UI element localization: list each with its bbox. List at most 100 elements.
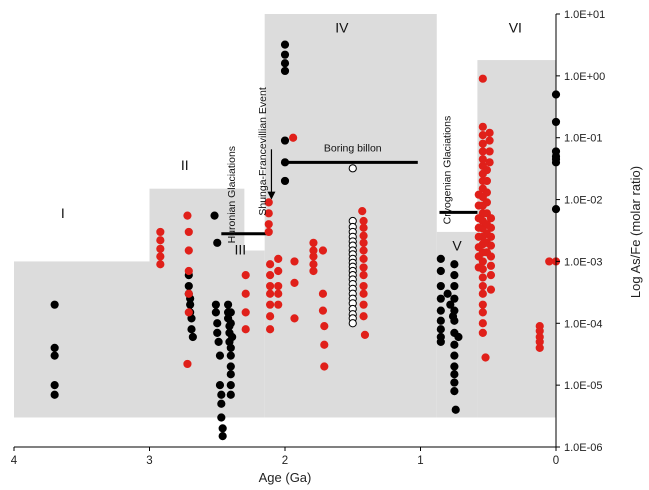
- red-data-point: [478, 300, 487, 309]
- red-data-point: [359, 263, 368, 272]
- y-tick-label: 1.0E+01: [564, 9, 605, 21]
- shaded-regions: [14, 14, 556, 418]
- black-data-point: [450, 316, 459, 325]
- red-data-point: [474, 223, 483, 232]
- black-data-point: [451, 405, 460, 414]
- stage-label: VI: [509, 20, 522, 36]
- red-data-point: [274, 300, 283, 309]
- black-data-point: [450, 362, 459, 371]
- red-data-point: [274, 266, 283, 276]
- red-data-point: [359, 312, 368, 321]
- red-data-point: [183, 359, 192, 369]
- black-data-point: [450, 281, 459, 291]
- black-data-point: [226, 343, 235, 353]
- red-data-point: [318, 246, 328, 255]
- event-arrow: [267, 149, 276, 200]
- black-data-point: [280, 136, 290, 145]
- x-tick-label: 1: [417, 455, 423, 467]
- red-data-point: [241, 308, 250, 317]
- stage-label: II: [181, 157, 189, 173]
- black-data-point: [186, 300, 195, 309]
- red-data-point: [474, 263, 483, 272]
- red-data-point: [184, 289, 193, 298]
- black-data-point: [436, 337, 445, 347]
- black-data-point: [436, 266, 445, 276]
- red-data-point: [290, 278, 299, 287]
- red-data-point: [485, 128, 494, 137]
- red-data-point: [359, 254, 368, 263]
- red-data-point: [320, 322, 329, 331]
- red-data-point: [309, 238, 318, 247]
- black-data-point: [450, 294, 459, 303]
- black-data-point: [450, 306, 459, 315]
- black-data-point: [450, 340, 459, 349]
- red-data-point: [274, 289, 283, 298]
- red-data-point: [265, 312, 275, 321]
- black-data-point: [50, 343, 59, 353]
- red-data-point: [478, 122, 487, 131]
- red-data-point: [156, 236, 165, 245]
- red-data-point: [478, 308, 487, 317]
- black-data-point: [450, 351, 459, 360]
- black-data-point: [436, 254, 445, 263]
- annotation-label: Shunga-Francevillian Event: [257, 87, 269, 215]
- red-data-point: [478, 139, 487, 148]
- black-data-point: [223, 300, 233, 309]
- black-data-point: [450, 260, 459, 269]
- black-data-point: [450, 271, 459, 280]
- black-data-point: [50, 300, 59, 309]
- black-data-point: [446, 300, 455, 309]
- red-data-point: [474, 243, 483, 252]
- black-data-point: [184, 281, 193, 291]
- y-axis-label: Log As/Fe (molar ratio): [628, 166, 643, 298]
- red-data-point: [184, 266, 193, 276]
- black-data-point: [218, 432, 227, 441]
- black-data-point: [50, 351, 59, 360]
- red-data-point: [545, 257, 554, 266]
- black-data-point: [211, 300, 220, 309]
- red-data-point: [359, 289, 368, 298]
- x-axis-label: Age (Ga): [259, 470, 312, 485]
- black-data-point: [436, 281, 445, 291]
- y-tick-label: 1.0E-05: [564, 380, 603, 392]
- black-data-point: [213, 319, 222, 328]
- red-data-point: [184, 308, 193, 317]
- red-data-point: [359, 231, 368, 240]
- black-data-point: [280, 59, 290, 68]
- annotation-label: Cryogenian Glaciations: [441, 116, 453, 225]
- black-data-point: [217, 413, 226, 422]
- open-data-point: [348, 164, 357, 173]
- red-data-point: [156, 244, 165, 253]
- red-data-point: [482, 165, 491, 175]
- red-data-point: [478, 281, 487, 291]
- black-data-point: [436, 294, 445, 303]
- black-data-point: [280, 50, 290, 59]
- annotation-label: Huronian Glaciations: [226, 146, 238, 243]
- red-data-point: [474, 232, 483, 241]
- red-data-point: [309, 260, 318, 269]
- black-data-point: [280, 158, 290, 167]
- red-data-point: [241, 271, 250, 280]
- black-data-point: [436, 316, 445, 325]
- red-data-point: [360, 330, 370, 339]
- black-data-point: [450, 378, 459, 387]
- red-data-point: [265, 260, 275, 269]
- stage-label: IV: [335, 20, 349, 36]
- black-data-point: [450, 370, 459, 379]
- black-data-point: [436, 306, 445, 315]
- black-data-point: [226, 319, 235, 328]
- red-data-point: [485, 136, 494, 145]
- black-data-point: [187, 325, 196, 334]
- red-data-point: [478, 74, 487, 83]
- black-data-point: [280, 176, 290, 186]
- red-data-point: [264, 220, 273, 229]
- black-data-point: [211, 308, 220, 317]
- red-data-point: [535, 343, 544, 353]
- red-data-point: [359, 223, 368, 232]
- red-data-point: [474, 252, 483, 261]
- black-data-point: [280, 40, 290, 49]
- red-data-point: [478, 155, 487, 164]
- y-tick-label: 1.0E-03: [564, 256, 603, 268]
